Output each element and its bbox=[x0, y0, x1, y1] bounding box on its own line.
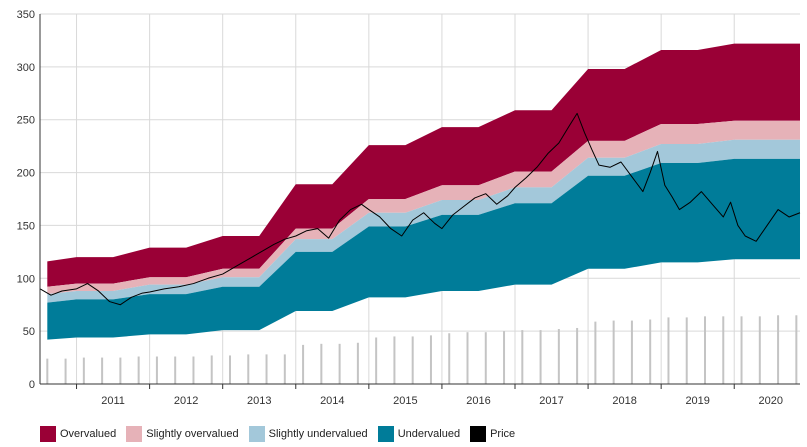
x-tick-label: 2014 bbox=[320, 395, 344, 407]
legend-item-slightly-undervalued[interactable]: Slightly undervalued bbox=[248, 426, 368, 442]
price-series-line bbox=[39, 112, 801, 306]
volume-bar bbox=[393, 336, 396, 384]
volume-bar bbox=[722, 316, 725, 384]
valuation-bands bbox=[47, 43, 801, 340]
volume-bar bbox=[320, 343, 323, 384]
legend-label-slightly-undervalued: Slightly undervalued bbox=[268, 428, 368, 440]
x-tick-label: 2019 bbox=[685, 395, 709, 407]
y-tick-label: 300 bbox=[17, 62, 35, 74]
x-tick-label: 2012 bbox=[174, 395, 198, 407]
legend-swatch-slightly-overvalued bbox=[126, 426, 143, 442]
legend-label-price: Price bbox=[490, 428, 516, 440]
volume-bar bbox=[46, 358, 49, 384]
volume-bar bbox=[429, 335, 432, 384]
legend-swatch-overvalued bbox=[40, 426, 56, 442]
volume-bar bbox=[503, 331, 506, 384]
axes: 0 50 100 150 200 250 300 350 2011 2012 2013 2014 201… bbox=[17, 9, 800, 407]
volume-bar bbox=[649, 319, 652, 384]
volume-bar bbox=[557, 329, 560, 384]
volume-bar bbox=[338, 343, 341, 384]
volume-bar bbox=[247, 354, 250, 384]
volume-bars bbox=[46, 315, 798, 384]
volume-bar bbox=[82, 357, 85, 384]
volume-bar bbox=[630, 320, 633, 384]
volume-bar bbox=[448, 333, 451, 384]
volume-bar bbox=[667, 317, 670, 384]
volume-bar bbox=[210, 355, 213, 384]
volume-bar bbox=[356, 342, 359, 384]
x-tick-label: 2017 bbox=[539, 395, 563, 407]
volume-bar bbox=[137, 356, 140, 384]
band-slightly-undervalued bbox=[47, 139, 801, 303]
volume-bar bbox=[64, 358, 67, 384]
y-tick-label: 350 bbox=[17, 9, 35, 21]
x-tick-label: 2015 bbox=[393, 395, 417, 407]
x-tick-label: 2011 bbox=[101, 395, 125, 407]
legend-swatch-price bbox=[470, 426, 487, 442]
legend: Overvalued Slightly overvalued Slightly … bbox=[40, 425, 515, 443]
legend-label-overvalued: Overvalued bbox=[60, 428, 117, 440]
volume-bar bbox=[411, 336, 414, 384]
chart: 0 50 100 150 200 250 300 350 2011 2012 2013 2014 201… bbox=[17, 9, 801, 407]
legend-label-slightly-overvalued: Slightly overvalued bbox=[146, 428, 239, 440]
legend-item-slightly-overvalued[interactable]: Slightly overvalued bbox=[126, 426, 239, 442]
volume-bar bbox=[758, 316, 761, 384]
volume-bar bbox=[192, 356, 195, 384]
x-tick-label: 2016 bbox=[466, 395, 490, 407]
volume-bar bbox=[521, 330, 524, 384]
band-undervalued bbox=[47, 158, 801, 340]
y-tick-label: 200 bbox=[17, 168, 35, 180]
volume-bar bbox=[612, 320, 615, 384]
volume-bar bbox=[685, 317, 688, 384]
legend-swatch-undervalued bbox=[377, 426, 394, 442]
y-tick-label: 100 bbox=[17, 273, 35, 285]
legend-swatch-slightly-undervalued bbox=[248, 426, 265, 442]
volume-bar bbox=[704, 316, 706, 384]
volume-bar bbox=[119, 357, 122, 384]
volume-bar bbox=[777, 315, 780, 384]
volume-bar bbox=[795, 315, 798, 384]
volume-bar bbox=[283, 354, 286, 384]
x-tick-label: 2013 bbox=[247, 395, 271, 407]
band-overvalued bbox=[47, 43, 801, 287]
y-tick-label: 0 bbox=[29, 379, 35, 391]
volume-bar bbox=[740, 316, 743, 384]
volume-bar bbox=[466, 332, 469, 384]
y-tick-label: 150 bbox=[17, 220, 35, 232]
volume-bar bbox=[155, 356, 158, 384]
volume-bar bbox=[484, 332, 487, 384]
price-line bbox=[39, 112, 801, 306]
volume-bar bbox=[539, 330, 542, 384]
volume-bar bbox=[265, 354, 268, 384]
volume-bar bbox=[302, 344, 305, 384]
volume-bar bbox=[229, 355, 231, 384]
band-slightly-overvalued bbox=[47, 120, 801, 295]
legend-label-undervalued: Undervalued bbox=[397, 428, 461, 440]
legend-item-price[interactable]: Price bbox=[470, 426, 515, 442]
legend-item-undervalued[interactable]: Undervalued bbox=[377, 426, 461, 442]
volume-bar bbox=[576, 327, 579, 384]
legend-item-overvalued[interactable]: Overvalued bbox=[40, 426, 116, 442]
x-tick-label: 2020 bbox=[759, 395, 783, 407]
volume-bar bbox=[174, 356, 177, 384]
volume-bar bbox=[101, 357, 104, 384]
x-tick-label: 2018 bbox=[612, 395, 636, 407]
volume-bar bbox=[594, 321, 597, 384]
y-tick-label: 50 bbox=[23, 326, 35, 338]
volume-bar bbox=[375, 337, 378, 384]
y-tick-label: 250 bbox=[17, 115, 35, 127]
